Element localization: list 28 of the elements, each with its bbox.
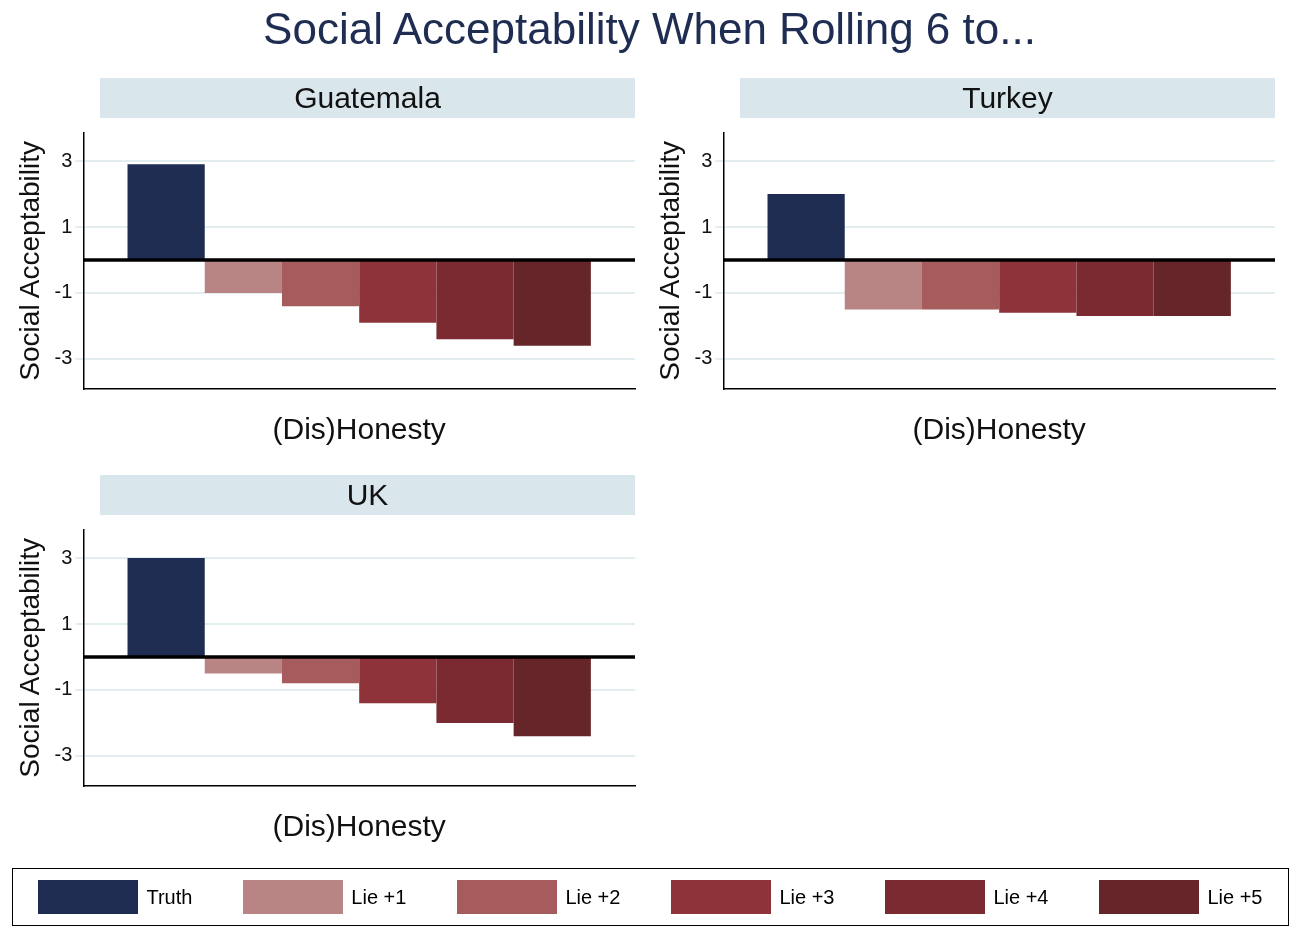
y-tick-label: 1 xyxy=(61,214,73,237)
y-tick-label: -1 xyxy=(54,677,73,700)
y-tick-label: -1 xyxy=(54,280,73,303)
legend-label: Truth xyxy=(146,885,193,909)
x-axis-title: (Dis)Honesty xyxy=(272,809,446,843)
legend-label: Lie +4 xyxy=(993,885,1049,909)
x-axis-title: (Dis)Honesty xyxy=(912,412,1086,446)
legend-label: Lie +5 xyxy=(1207,885,1263,909)
y-axis-title: Social Acceptability xyxy=(13,140,45,381)
y-tick-label: 1 xyxy=(61,611,73,634)
y-tick-label: 3 xyxy=(61,545,73,568)
y-tick-label: -1 xyxy=(694,280,713,303)
chart-subtitle: Turkey xyxy=(740,78,1275,118)
chart-subtitle: Guatemala xyxy=(100,78,635,118)
y-axis-title: Social Acceptability xyxy=(13,537,45,778)
y-tick-label: -3 xyxy=(54,346,73,369)
x-axis-title: (Dis)Honesty xyxy=(272,412,446,446)
y-tick-label: 3 xyxy=(701,148,713,171)
y-tick-label: 3 xyxy=(61,148,73,171)
legend-label: Lie +3 xyxy=(779,885,835,909)
y-tick-label: 1 xyxy=(701,214,713,237)
y-tick-label: -3 xyxy=(54,743,73,766)
y-tick-label: -3 xyxy=(694,346,713,369)
legend-label: Lie +1 xyxy=(351,885,407,909)
chart-title: Social Acceptability When Rolling 6 to... xyxy=(262,4,1037,54)
legend-label: Lie +2 xyxy=(565,885,621,909)
chart-subtitle: UK xyxy=(100,475,635,515)
y-axis-title: Social Acceptability xyxy=(653,140,685,381)
